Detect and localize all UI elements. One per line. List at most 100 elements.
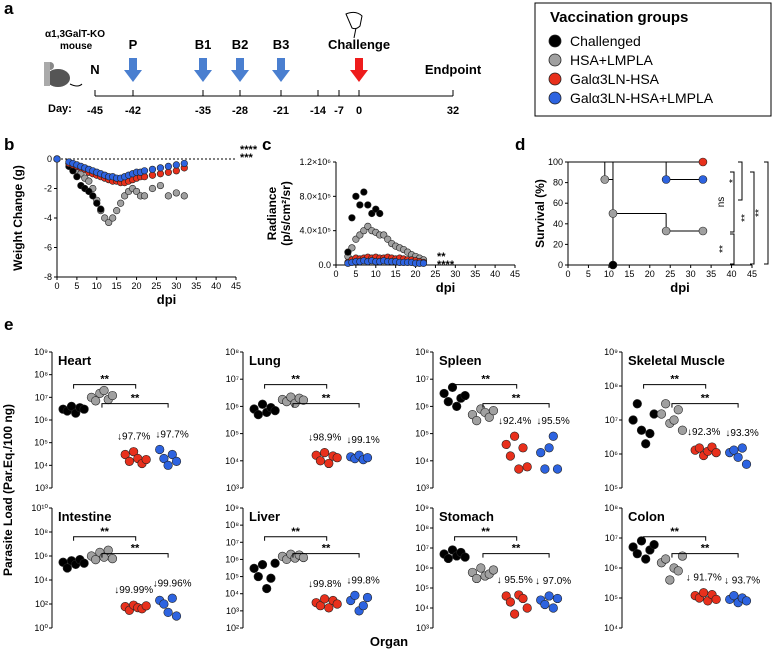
data-point (552, 464, 563, 474)
data-point (505, 451, 516, 461)
significance: **** (437, 259, 455, 271)
y-tick-label: 10⁴ (225, 589, 239, 599)
x-tick-label: 20 (411, 269, 421, 279)
data-point (488, 406, 499, 416)
x-tick-label: 30 (171, 281, 181, 291)
data-point (540, 464, 550, 474)
data-point (419, 259, 428, 267)
significance: * (728, 179, 739, 183)
y-tick-label: 20 (553, 239, 563, 249)
bracket (764, 161, 769, 265)
data-point (163, 607, 173, 617)
data-point (99, 385, 109, 396)
data-point (661, 399, 671, 409)
data-point (641, 439, 651, 449)
x-tick-label: 35 (191, 281, 201, 291)
data-point (344, 248, 352, 256)
data-point (694, 443, 705, 453)
x-tick-label: 40 (490, 269, 500, 279)
data-point (249, 563, 259, 573)
x-tick-label: 20 (132, 281, 142, 291)
significance: ** (512, 393, 521, 405)
data-point (164, 162, 172, 170)
y-tick-label: 10¹⁰ (31, 503, 48, 513)
y-tick-label: 40 (553, 219, 563, 229)
day-value: 32 (447, 105, 459, 117)
y-tick-label: 10⁶ (225, 554, 239, 564)
bracket (454, 384, 518, 389)
x-tick-label: 5 (353, 269, 358, 279)
legend-box (534, 2, 772, 117)
data-point (729, 445, 739, 455)
y-tick-label: -8 (44, 272, 52, 282)
bracket (264, 536, 328, 541)
legend-label: Galα3LN-HSA (570, 71, 660, 87)
bracket (730, 233, 735, 265)
y-tick-label: 10⁵ (225, 572, 239, 582)
data-point (509, 609, 520, 619)
percent-reduction: ↓ 95.5% (497, 575, 533, 586)
y-tick-label: 0 (47, 154, 52, 164)
data-point (356, 201, 364, 209)
bracket (73, 536, 137, 541)
data-point (167, 593, 177, 603)
y-tick-label: -6 (44, 243, 52, 253)
panel-label: b (4, 135, 14, 154)
y-tick-label: 10⁶ (604, 449, 618, 459)
mouse-label: mouse (60, 41, 93, 52)
significance: ** (512, 543, 521, 555)
data-point (159, 599, 169, 609)
significance: ** (100, 526, 109, 538)
data-point (62, 563, 72, 573)
data-point (460, 552, 470, 562)
data-point (91, 555, 101, 565)
significance: ** (670, 374, 679, 386)
percent-reduction: ↓99.8% (346, 575, 379, 586)
y-tick-label: 10⁶ (415, 401, 429, 411)
bracket (454, 536, 518, 541)
y-tick-label: 10⁸ (225, 520, 239, 530)
y-tick-label: 10⁰ (34, 623, 48, 633)
y-axis-label: (p/s/cm²/sr) (279, 181, 293, 246)
y-tick-label: 10⁷ (605, 533, 618, 543)
data-point (97, 205, 105, 213)
data-point (711, 594, 721, 604)
day-value: -7 (334, 105, 344, 117)
percent-reduction: ↓93.3% (725, 428, 758, 439)
y-tick-label: 10⁷ (605, 415, 618, 425)
data-point (645, 428, 655, 439)
data-point (741, 459, 752, 469)
data-point (266, 573, 276, 583)
y-tick-label: 10⁶ (225, 401, 239, 411)
day-label: Day: (48, 103, 72, 115)
significance: ** (670, 526, 679, 538)
legend-marker (548, 53, 562, 67)
data-point (661, 175, 671, 184)
significance: ** (481, 374, 490, 386)
significance: **** (240, 144, 258, 156)
legend-title: Vaccination groups (550, 9, 688, 26)
legend-label: Galα3LN-HSA+LMPLA (570, 90, 714, 106)
data-point (164, 192, 172, 200)
data-point (548, 431, 558, 441)
y-tick-label: 10³ (226, 483, 239, 493)
bracket (292, 403, 360, 408)
y-tick-label: 80 (553, 178, 563, 188)
mouse-label: α1,3GalT-KO (45, 29, 105, 40)
data-point (641, 554, 651, 564)
data-point (129, 447, 139, 457)
percent-reduction: ↓99.8% (308, 579, 341, 590)
data-point (608, 260, 618, 270)
y-tick-label: 10⁸ (415, 347, 429, 357)
y-tick-label: 1.2×10⁶ (300, 157, 332, 167)
data-point (73, 173, 81, 181)
y-tick-label: 10⁷ (226, 537, 239, 547)
data-point (79, 404, 89, 414)
data-point (148, 184, 157, 193)
y-axis-label: Parasite Load (Par.Eq./100 ng) (1, 404, 15, 576)
arrow (231, 58, 249, 82)
bracket (730, 171, 735, 233)
data-point (93, 199, 101, 207)
x-tick-label: 15 (391, 269, 401, 279)
arrow (194, 58, 212, 82)
